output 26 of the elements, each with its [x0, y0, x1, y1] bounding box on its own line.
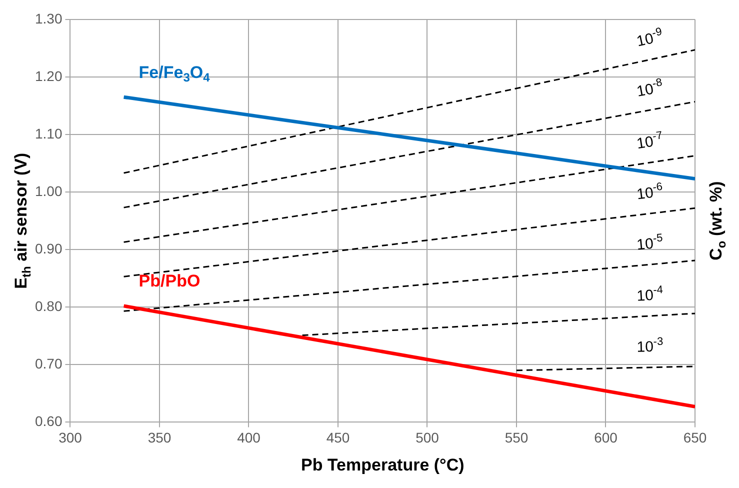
x-tick-label: 650	[683, 429, 707, 446]
y-tick-label: 1.20	[35, 68, 62, 84]
x-tick-label: 500	[416, 429, 440, 446]
text: 10-7	[636, 130, 664, 153]
x-tick-label: 300	[58, 429, 82, 446]
y-tick-label: 1.00	[35, 182, 62, 199]
y-tick-label: 1.30	[35, 10, 62, 26]
text: 10-8	[635, 76, 664, 100]
x-tick-label: 550	[504, 429, 528, 446]
y2-axis-title: Co (wt. %)	[706, 181, 728, 260]
y-tick-label: 1.10	[35, 125, 62, 142]
x-tick-label: 350	[148, 429, 172, 446]
y-tick-label: 0.90	[35, 240, 62, 256]
x-axis-title: Pb Temperature (°C)	[300, 456, 464, 475]
y-tick-label: 0.60	[35, 413, 62, 430]
series-label: Pb/PbO	[138, 272, 200, 291]
x-tick-label: 450	[326, 429, 350, 446]
series-label: 10-4	[636, 284, 664, 305]
text: 10-6	[636, 180, 664, 204]
y-axis-title: Eth air sensor (V)	[12, 152, 34, 289]
x-tick-label: 400	[237, 429, 261, 446]
y-tick-label: 0.70	[35, 356, 62, 372]
x-tick-label: 600	[594, 429, 618, 446]
text: 10-9	[635, 26, 664, 50]
y-tick-label: 0.80	[35, 298, 62, 314]
text: 10-5	[636, 232, 664, 254]
